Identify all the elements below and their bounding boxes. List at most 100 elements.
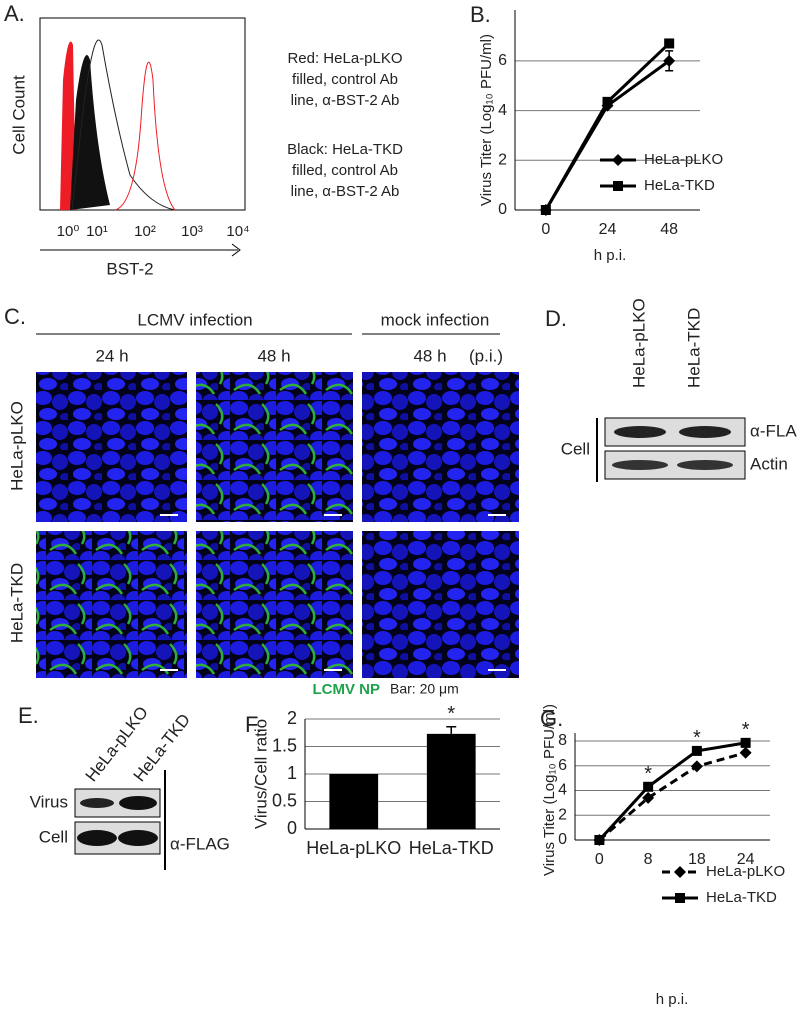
legend-text: Black: HeLa-TKD [287,141,403,158]
x-tick-label: HeLa-pLKO [306,838,401,858]
black-filled-histogram [70,55,110,210]
bar [329,774,379,829]
y-tick-label: 2 [287,708,297,728]
significance-mark: * [644,763,652,785]
panel-label: A. [4,1,25,26]
legend-text: Red: HeLa-pLKO [287,50,402,67]
bar [426,733,476,829]
panel-label: B. [470,2,491,27]
band [614,426,666,438]
panel-label: E. [18,703,39,728]
x-tick-label: 48 [660,221,678,238]
band-label: α-FLAG [750,421,797,440]
marker [674,866,686,878]
y-tick-label: 2 [498,152,507,169]
group-label: LCMV infection [137,310,252,329]
lane-label: HeLa-pLKO [629,298,648,388]
fraction-label: Cell [561,439,590,458]
micrograph [362,531,519,678]
time-unit: (p.i.) [469,346,503,365]
legend-label: HeLa-pLKO [706,863,785,880]
scale-bars [160,514,506,671]
series-line [598,751,747,842]
y-tick-label: 4 [558,782,567,799]
band [80,798,114,808]
x-axis-label: BST-2 [106,259,153,278]
band [679,426,731,438]
y-tick-label: 0 [498,201,507,218]
time-label: 48 h [413,346,446,365]
y-tick-label: 0 [558,831,567,848]
x-tick-label: HeLa-TKD [409,838,494,858]
panel-label: F. [245,712,262,737]
x-tick-label: 24 [599,221,617,238]
marker [691,745,702,756]
x-tick-label: 18 [688,851,706,868]
y-tick-label: 6 [558,757,567,774]
y-tick-label: 0 [287,818,297,838]
marker [740,737,751,748]
x-tick-label: 10² [134,223,156,240]
marker [643,781,654,792]
band [677,460,733,470]
series-line [598,741,746,842]
error-bar [665,50,674,72]
marker [642,791,655,804]
y-tick-label: 0.5 [272,790,297,810]
row-label: HeLa-pLKO [7,401,26,491]
panel-d: D. HeLa-pLKO HeLa-TKD α-FLAG Actin Cell [545,298,797,482]
micrograph [36,372,187,522]
marker [612,154,624,166]
legend-text: line, α-BST-2 Ab [291,183,400,200]
marker [613,181,623,191]
legend-label: HeLa-pLKO [644,151,723,168]
y-tick-label: 8 [558,732,567,749]
y-tick-label: 1 [287,763,297,783]
panel-label: D. [545,306,567,331]
stain-label: LCMV NP [313,681,381,698]
band [119,796,157,810]
marker [690,760,703,773]
x-tick-label: 24 [737,851,755,868]
x-axis-label: h p.i. [656,991,689,1008]
panel-a: A. Cell Count 10⁰ 10¹ 10² 10³ 10⁴ BST-2 … [4,1,403,279]
band-label: Actin [750,454,788,473]
panel-e: E. HeLa-pLKO HeLa-TKD Virus Cell α-FLAG [18,703,230,870]
legend-text: line, α-BST-2 Ab [291,92,400,109]
legend-text: filled, control Ab [292,162,398,179]
micrograph [362,372,519,522]
marker [675,893,685,903]
band [612,460,668,470]
significance-mark: * [742,719,750,741]
antibody-label: α-FLAG [170,834,230,853]
group-label: mock infection [381,310,490,329]
legend-label: HeLa-TKD [706,889,777,906]
x-axis-label: h p.i. [594,247,627,264]
legend-label: HeLa-TKD [644,177,715,194]
x-tick-label: 0 [595,851,604,868]
significance-mark: * [447,703,455,725]
panel-c: C. LCMV infection mock infection 24 h 48… [4,304,519,698]
legend-text: filled, control Ab [292,71,398,88]
lane-label: HeLa-TKD [684,308,703,388]
y-tick-label: 4 [498,102,507,119]
row-label: Cell [39,827,68,846]
marker [602,96,613,107]
x-tick-label: 10⁴ [226,223,249,240]
row-label: Virus [30,792,68,811]
marker [594,835,605,845]
time-label: 24 h [95,346,128,365]
y-tick-label: 2 [558,806,567,823]
micrograph [196,531,353,678]
x-tick-label: 0 [541,221,550,238]
band [118,830,158,846]
marker [664,38,675,49]
y-tick-label: 1.5 [272,735,297,755]
y-axis-label: Virus/Cell ratio [251,719,270,829]
error-bar [446,725,457,734]
scale-label: Bar: 20 μm [390,681,459,697]
time-label: 48 h [257,346,290,365]
marker [540,205,551,215]
micrograph [36,531,187,678]
